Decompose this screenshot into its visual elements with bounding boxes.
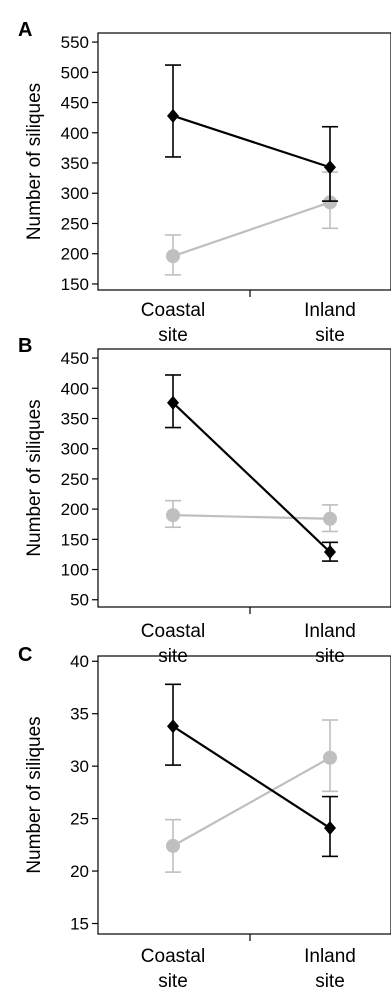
series-line (172, 201, 331, 258)
y-tick-label: 250 (61, 470, 89, 489)
y-tick-label: 15 (70, 915, 89, 934)
series-circle (165, 499, 338, 533)
y-tick-label: 150 (61, 275, 89, 294)
data-point-diamond (324, 821, 336, 836)
series-diamond (165, 374, 338, 562)
chart-panel-a: A 150 200 250 300 350 400 450 500 550 Number of si… (18, 19, 391, 346)
category-label: Inland site (304, 300, 356, 346)
category-label: Inland site (304, 946, 356, 991)
series-line (172, 401, 331, 553)
plot-frame (97, 655, 391, 935)
series-line (172, 114, 331, 169)
y-tick-label: 300 (61, 440, 89, 459)
plot-frame (97, 348, 391, 608)
category-label-line: site (158, 971, 188, 991)
data-point-diamond (167, 108, 179, 123)
series-circle (165, 171, 338, 276)
y-tick-label: 400 (61, 124, 89, 143)
series-line (172, 514, 331, 520)
category-label-line: site (315, 971, 345, 991)
series-diamond (165, 683, 338, 858)
data-point-diamond (324, 160, 336, 175)
y-tick-label: 450 (61, 94, 89, 113)
y-tick-label: 35 (70, 705, 89, 724)
series-circle (165, 719, 338, 873)
category-label: Inland site (304, 621, 356, 667)
data-point-diamond (167, 719, 179, 734)
series-line (172, 725, 331, 829)
y-tick-label: 200 (61, 500, 89, 519)
category-label-line: Coastal (141, 300, 205, 321)
category-label: Coastal site (141, 300, 205, 346)
y-tick-label: 25 (70, 810, 89, 829)
category-label-line: Inland (304, 621, 356, 642)
data-point-circle (323, 195, 337, 210)
y-axis-label: Number of siliques (24, 83, 45, 240)
data-point-diamond (167, 395, 179, 410)
y-axis-label: Number of siliques (24, 716, 45, 873)
data-point-circle (166, 838, 180, 853)
y-tick-label: 350 (61, 409, 89, 428)
data-point-diamond (324, 545, 336, 560)
category-label-line: site (158, 325, 188, 346)
y-tick-label: 20 (70, 862, 89, 881)
data-point-circle (323, 511, 337, 526)
y-tick-label: 50 (70, 591, 89, 610)
y-tick-label: 200 (61, 245, 89, 264)
y-tick-label: 100 (61, 561, 89, 580)
category-label: Coastal site (141, 621, 205, 667)
series-diamond (165, 64, 338, 202)
y-tick-label: 40 (70, 652, 89, 671)
y-tick-label: 450 (61, 349, 89, 368)
y-tick-label: 30 (70, 757, 89, 776)
y-axis-label: Number of siliques (24, 399, 45, 556)
y-tick-label: 300 (61, 184, 89, 203)
y-tick-label: 250 (61, 214, 89, 233)
data-point-circle (166, 249, 180, 264)
plot-frame (97, 32, 391, 291)
y-tick-label: 500 (61, 63, 89, 82)
y-tick-label: 550 (61, 33, 89, 52)
category-label-line: Inland (304, 946, 356, 967)
y-tick-label: 150 (61, 530, 89, 549)
data-point-circle (166, 508, 180, 523)
data-point-circle (323, 750, 337, 765)
panel-label: A (18, 19, 32, 41)
category-label-line: Coastal (141, 946, 205, 967)
category-label: Coastal site (141, 946, 205, 991)
panel-label: B (18, 335, 32, 357)
category-label-line: site (315, 325, 345, 346)
chart-panel-c: C 15 20 25 30 35 40 Number of siliques Coastal si… (18, 644, 391, 991)
chart-panel-b: B 50 100 150 200 250 300 350 400 450 Number of sil… (18, 335, 391, 667)
series-line (172, 756, 331, 847)
category-label-line: Coastal (141, 621, 205, 642)
panel-label: C (18, 644, 32, 666)
y-tick-label: 400 (61, 379, 89, 398)
category-label-line: Inland (304, 300, 356, 321)
y-tick-label: 350 (61, 154, 89, 173)
